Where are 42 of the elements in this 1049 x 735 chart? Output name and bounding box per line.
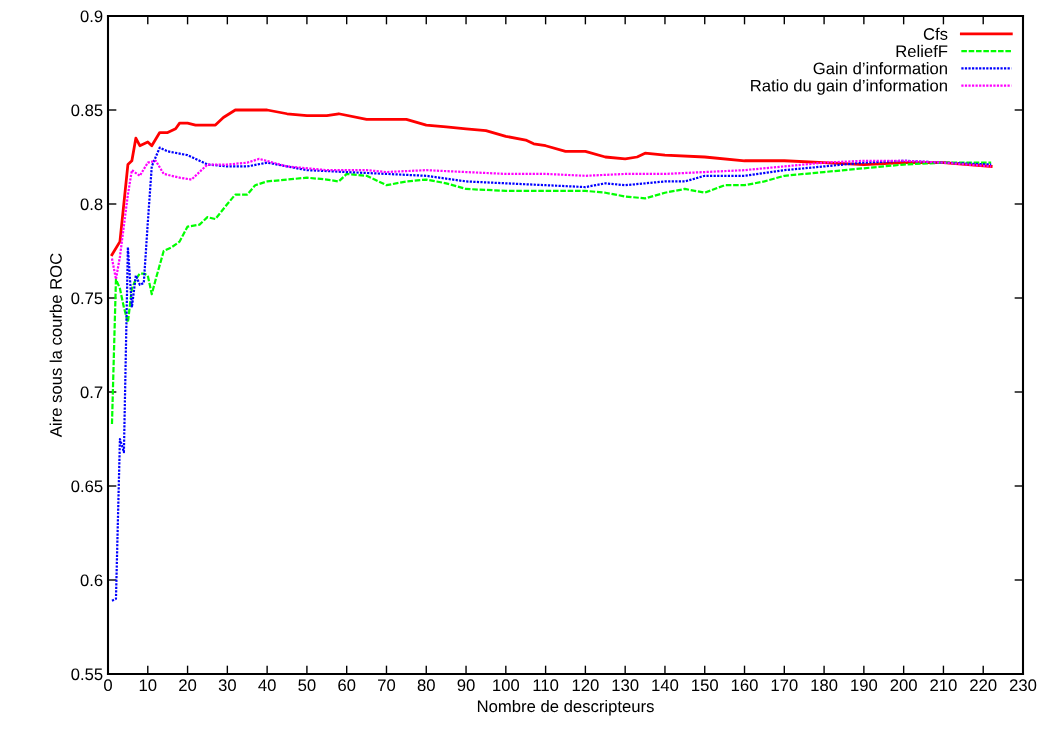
x-tick-label: 140 [652, 679, 679, 692]
line-series [110, 161, 993, 426]
line-series [110, 108, 993, 257]
legend-label: Ratio du gain d’information [751, 79, 947, 95]
x-tick-label: 20 [179, 679, 197, 692]
x-tick-label: 160 [731, 679, 758, 692]
x-tick-label: 220 [970, 679, 997, 692]
x-tick-label: 100 [493, 679, 520, 692]
y-tick-label: 0.75 [71, 292, 103, 305]
y-tick-label: 0.65 [71, 480, 103, 493]
legend-label: Gain d’information [813, 62, 947, 75]
x-tick-label: 190 [851, 679, 878, 692]
line-series [110, 146, 993, 602]
y-tick-label: 0.7 [80, 386, 103, 399]
x-tick-label: 50 [298, 679, 316, 692]
y-tick-label: 0.8 [80, 198, 103, 211]
legend-label: ReliefF [896, 44, 948, 58]
x-tick-label: 90 [457, 679, 475, 692]
x-tick-label: 60 [338, 679, 356, 692]
x-tick-label: 120 [572, 679, 599, 692]
y-tick-label: 0.9 [80, 10, 103, 23]
y-tick-label: 0.55 [71, 668, 103, 681]
x-tick-label: 150 [692, 679, 718, 692]
x-tick-label: 80 [417, 679, 435, 692]
x-tick-label: 110 [533, 679, 559, 692]
x-tick-label: 70 [378, 679, 396, 692]
x-tick-label: 180 [811, 679, 838, 692]
x-tick-label: 130 [612, 679, 639, 692]
line-series [110, 157, 993, 281]
x-axis-title: Nombre de descripteurs [477, 699, 654, 716]
x-tick-label: 10 [139, 679, 157, 692]
x-tick-label: 170 [771, 679, 798, 692]
legend-label: Cfs [923, 27, 948, 40]
y-axis-title: Aire sous la courbe ROC [49, 253, 62, 438]
y-tick-label: 0.6 [80, 574, 103, 587]
x-tick-label: 0 [104, 679, 112, 692]
x-tick-label: 30 [218, 679, 236, 692]
x-tick-label: 200 [890, 679, 917, 692]
x-tick-label: 210 [930, 679, 957, 692]
y-tick-label: 0.85 [71, 104, 103, 117]
x-tick-label: 40 [258, 679, 276, 692]
x-tick-label: 230 [1009, 679, 1037, 692]
